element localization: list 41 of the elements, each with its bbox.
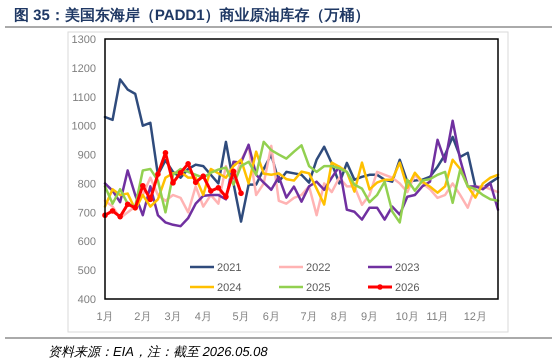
- x-tick-label: 11月: [426, 311, 449, 323]
- point: [132, 204, 138, 211]
- point: [192, 179, 198, 186]
- legend-label: 2024: [217, 282, 242, 294]
- point: [155, 171, 161, 177]
- legend-label: 2023: [395, 262, 420, 274]
- y-tick-label: 500: [78, 265, 96, 278]
- legend-label: 2025: [306, 282, 330, 294]
- point: [117, 214, 123, 220]
- x-tick-label: 7月: [300, 311, 318, 323]
- point: [178, 170, 184, 176]
- legend-label: 2021: [217, 262, 242, 274]
- legend-label: 2026: [395, 282, 420, 294]
- x-tick-label: 2月: [134, 311, 152, 323]
- x-tick-label: 1月: [96, 311, 114, 323]
- x-tick-label: 5月: [232, 311, 250, 323]
- point: [200, 173, 206, 180]
- legend-label: 2022: [306, 262, 330, 274]
- x-tick-label: 3月: [164, 311, 182, 323]
- y-tick-label: 900: [78, 150, 96, 162]
- point: [208, 188, 214, 194]
- chart-title: 图 35：美国东海岸（PADD1）商业原油库存（万桶）: [14, 6, 370, 24]
- y-tick-label: 600: [78, 236, 96, 248]
- y-tick-label: 700: [78, 207, 96, 220]
- y-tick-label: 1000: [72, 120, 96, 133]
- y-tick-label: 1100: [72, 92, 96, 104]
- point: [216, 184, 222, 191]
- point: [124, 201, 130, 208]
- y-tick-label: 1300: [72, 34, 96, 46]
- x-tick-label: 4月: [194, 311, 212, 323]
- x-tick-label: 9月: [360, 311, 378, 323]
- x-tick-label: 8月: [330, 311, 348, 323]
- x-tick-label: 6月: [262, 311, 280, 323]
- text: 资料来源：EIA，注：截至 2026.05.08: [48, 344, 268, 359]
- x-tick-label: 12月: [464, 311, 487, 323]
- x-tick-label: 10月: [396, 311, 419, 323]
- point: [238, 190, 244, 196]
- point: [110, 208, 116, 214]
- y-tick-label: 800: [78, 178, 96, 190]
- y-tick-label: 400: [78, 294, 96, 306]
- y-tick-label: 1200: [72, 62, 96, 75]
